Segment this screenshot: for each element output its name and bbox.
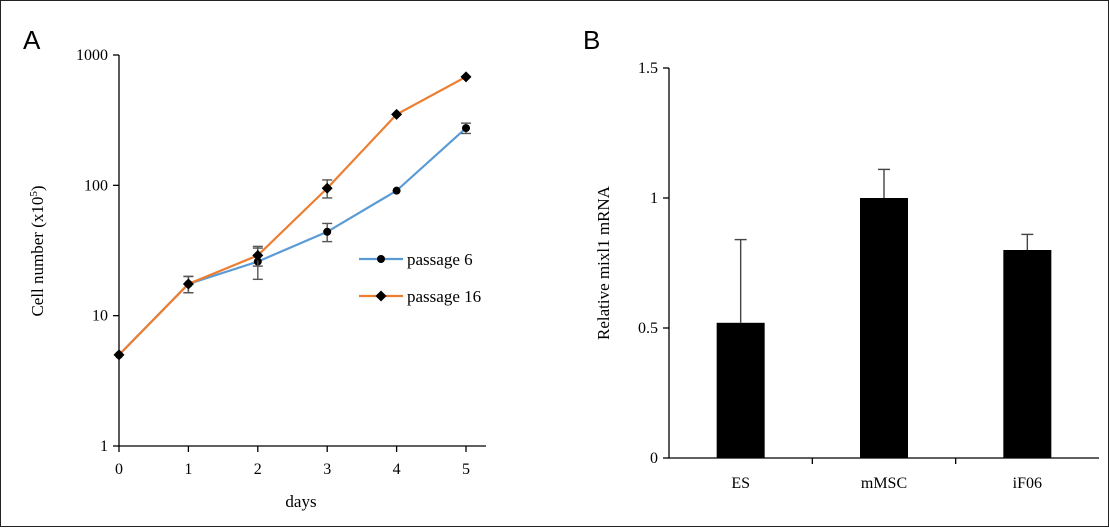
panel-a-letter: A — [23, 25, 41, 55]
bar — [716, 322, 765, 458]
panel-a-y-axis-title: Cell number (x105) — [28, 185, 47, 316]
series-1 — [115, 122, 471, 359]
legend-item: passage 16 — [359, 287, 481, 306]
data-point-circle — [462, 124, 470, 133]
y-tick-label: 1 — [100, 438, 108, 455]
y-tick-label: 1000 — [76, 47, 108, 64]
data-point-circle — [392, 186, 401, 195]
data-point-diamond — [182, 278, 194, 290]
x-tick-label: 1 — [184, 461, 192, 478]
bar — [860, 198, 908, 458]
x-tick-label: 0 — [115, 461, 123, 478]
x-tick-label: 3 — [323, 461, 331, 478]
bar-iF06 — [1003, 233, 1052, 458]
data-point-diamond — [113, 349, 125, 361]
y-tick-label: 1.5 — [638, 60, 658, 77]
y-tick-label: 0 — [650, 450, 658, 467]
data-point-diamond — [375, 290, 387, 302]
panel-a-y-ticks: 1 10 100 1000 — [76, 47, 119, 455]
series-line — [118, 127, 467, 356]
legend-item: passage 6 — [359, 250, 473, 269]
x-category-label: iF06 — [1013, 475, 1042, 492]
series-line — [118, 75, 467, 356]
legend-label: passage 6 — [407, 250, 473, 269]
data-point-diamond — [460, 71, 472, 83]
data-point-circle — [323, 227, 332, 236]
y-tick-label: 10 — [92, 308, 108, 325]
legend-label: passage 16 — [407, 287, 481, 306]
data-point-diamond — [252, 249, 264, 261]
data-point-diamond — [321, 182, 333, 194]
y-tick-label: 0.5 — [638, 320, 658, 337]
x-category-label: mMSC — [861, 475, 907, 492]
panel-a-x-ticks: 0 1 2 3 4 5 — [115, 446, 470, 478]
y-tick-label: 100 — [84, 177, 108, 194]
x-tick-label: 4 — [393, 461, 401, 478]
x-tick-label: 2 — [254, 461, 262, 478]
panel-b-y-axis-title: Relative mixl1 mRNA — [594, 185, 613, 340]
bar — [1003, 250, 1052, 458]
panel-a-series — [113, 71, 472, 361]
bar-mMSC — [860, 168, 908, 458]
panel-a-x-axis-title: days — [285, 492, 316, 511]
panel-b-letter: B — [583, 25, 600, 55]
series-2 — [113, 71, 472, 361]
y-tick-label: 1 — [650, 190, 658, 207]
panel-b-y-ticks: 0 0.5 1 1.5 — [638, 60, 669, 467]
panel-b-x-labels: ES mMSC iF06 — [731, 458, 1042, 492]
bar-ES — [716, 238, 765, 458]
x-tick-label: 5 — [462, 461, 470, 478]
data-point-diamond — [391, 108, 403, 120]
panel-a-legend: passage 6 passage 16 — [359, 250, 481, 306]
panel-b-bar-chart: B Relative mixl1 mRNA 0 0.5 1 1.5 ES mMSC iF0… — [583, 25, 1099, 492]
x-category-label: ES — [731, 475, 750, 492]
panel-b-bars — [716, 168, 1052, 458]
data-point-circle — [377, 255, 385, 263]
